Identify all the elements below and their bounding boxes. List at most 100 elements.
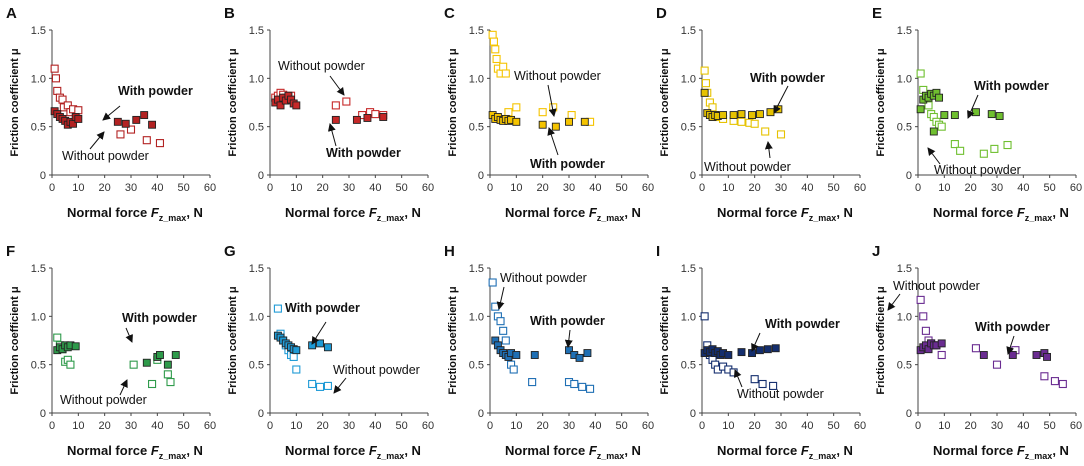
data-point-with-powder xyxy=(530,351,539,359)
x-tick-label: 40 xyxy=(369,182,381,194)
x-tick-label: 50 xyxy=(396,182,408,194)
data-point-with-powder xyxy=(737,348,746,357)
annotation-arrow xyxy=(1006,335,1015,355)
y-tick-label: 1.5 xyxy=(897,263,912,275)
x-tick-label: 50 xyxy=(1044,182,1056,194)
data-point-without-powder xyxy=(116,130,125,139)
data-point-without-powder xyxy=(148,379,157,389)
annotation-label: With powder xyxy=(975,320,1050,334)
x-tick-label: 60 xyxy=(1070,420,1082,432)
data-point-without-powder xyxy=(155,139,165,148)
annotation-label: Without powder xyxy=(62,149,149,163)
panel-label: H xyxy=(444,243,455,260)
data-point-without-powder xyxy=(501,69,510,78)
x-tick-label: 20 xyxy=(749,182,761,194)
data-point-with-powder xyxy=(142,358,151,367)
annotation-label: Without powder xyxy=(934,163,1021,177)
y-axis-label: Friction coefficient μ xyxy=(875,48,887,156)
data-point-without-powder xyxy=(750,119,759,128)
data-point-with-powder xyxy=(766,108,775,117)
annotation-label: With powder xyxy=(530,314,605,328)
y-tick-label: 0.5 xyxy=(897,122,912,134)
data-point-with-powder xyxy=(551,122,560,131)
y-axis-label: Friction coefficient μ xyxy=(9,48,21,156)
data-point-with-powder xyxy=(292,101,301,110)
annotation-label: With powder xyxy=(118,84,193,98)
x-tick-label: 40 xyxy=(369,420,381,432)
data-point-without-powder xyxy=(126,125,136,134)
x-axis-label: Normal force Fz_max, N xyxy=(717,205,853,223)
x-tick-label: 10 xyxy=(722,182,734,194)
data-point-with-powder xyxy=(937,339,946,348)
data-point-without-powder xyxy=(496,317,505,326)
x-tick-label: 10 xyxy=(938,182,950,194)
x-tick-label: 20 xyxy=(99,182,111,194)
data-point-with-powder xyxy=(700,88,709,97)
annotation-label: Without powder xyxy=(60,393,147,407)
y-axis-label: Friction coefficient μ xyxy=(659,48,671,156)
y-tick-label: 1.5 xyxy=(31,25,46,37)
x-tick-label: 60 xyxy=(642,420,654,432)
x-tick-label: 0 xyxy=(487,420,493,432)
data-point-without-powder xyxy=(937,122,946,131)
x-tick-label: 30 xyxy=(125,182,137,194)
y-tick-label: 1.5 xyxy=(897,25,912,37)
x-tick-label: 30 xyxy=(563,182,575,194)
data-point-with-powder xyxy=(512,117,521,126)
x-tick-label: 60 xyxy=(422,182,434,194)
y-tick-label: 1.5 xyxy=(469,25,484,37)
annotation-label: With powder xyxy=(285,301,360,315)
data-point-without-powder xyxy=(53,86,62,95)
data-point-without-powder xyxy=(924,101,933,110)
x-tick-label: 10 xyxy=(938,420,950,432)
x-tick-label: 40 xyxy=(1017,420,1029,432)
data-point-without-powder xyxy=(491,302,500,311)
x-tick-label: 50 xyxy=(616,420,628,432)
y-axis-label: Friction coefficient μ xyxy=(447,48,459,156)
x-tick-label: 0 xyxy=(487,182,493,194)
annotation-arrow xyxy=(751,332,761,352)
y-tick-label: 0 xyxy=(40,408,46,420)
annotation-arrow xyxy=(773,85,789,114)
y-tick-label: 0 xyxy=(258,408,264,420)
annotation-label: With powder xyxy=(974,79,1049,93)
x-tick-label: 20 xyxy=(537,420,549,432)
data-point-without-powder xyxy=(737,117,746,126)
x-tick-label: 50 xyxy=(178,420,190,432)
data-point-without-powder xyxy=(700,66,709,75)
y-tick-label: 0 xyxy=(40,170,46,182)
data-point-without-powder xyxy=(489,37,499,46)
x-tick-label: 40 xyxy=(801,420,813,432)
annotation-label: With powder xyxy=(530,157,605,171)
x-axis-label: Normal force Fz_max, N xyxy=(933,443,1069,461)
data-point-without-powder xyxy=(66,360,75,369)
x-tick-label: 10 xyxy=(72,182,84,194)
x-axis-label: Normal force Fz_max, N xyxy=(505,205,641,223)
data-point-without-powder xyxy=(708,103,717,112)
x-tick-label: 20 xyxy=(317,182,329,194)
x-tick-label: 30 xyxy=(125,420,137,432)
annotation-arrow xyxy=(733,369,743,388)
x-tick-label: 30 xyxy=(563,420,575,432)
x-tick-label: 40 xyxy=(151,182,163,194)
annotation-arrow xyxy=(102,105,121,121)
y-tick-label: 1.5 xyxy=(249,263,264,275)
data-point-with-powder xyxy=(987,110,996,119)
y-tick-label: 0.5 xyxy=(469,122,484,134)
annotation-arrow xyxy=(967,94,979,119)
data-point-without-powder xyxy=(570,379,579,389)
panel-label: A xyxy=(6,5,17,22)
panel-label: F xyxy=(6,243,15,260)
x-tick-label: 20 xyxy=(317,420,329,432)
data-point-with-powder xyxy=(1008,351,1017,359)
data-point-without-powder xyxy=(492,54,501,64)
data-point-without-powder xyxy=(491,45,500,54)
data-point-with-powder xyxy=(379,113,388,121)
y-tick-label: 1.5 xyxy=(681,263,696,275)
